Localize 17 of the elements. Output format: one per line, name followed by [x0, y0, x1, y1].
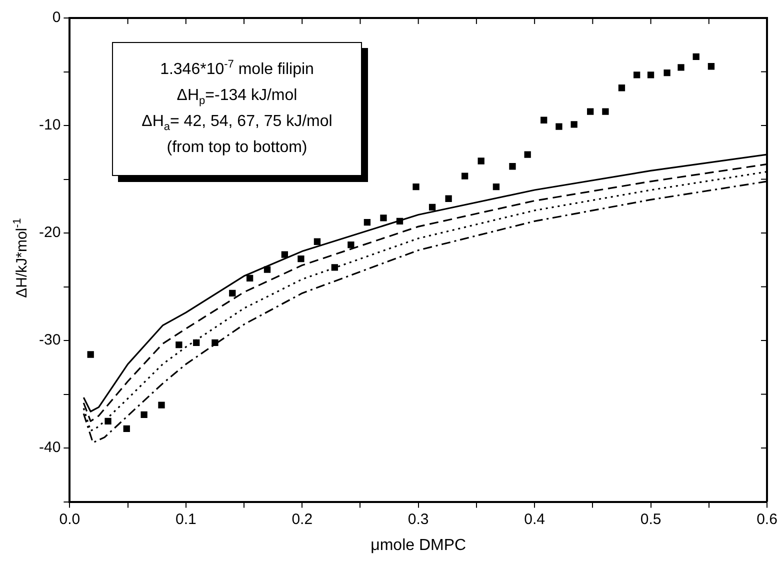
y-tick-label: -10: [38, 116, 61, 134]
annotation: ΔH$_{p}$=-134 kJ/mol: [176, 86, 298, 109]
x-tick-label: 0.5: [640, 510, 662, 528]
annotation: 1.346*10$^{-7}$ mole filipin: [159, 58, 315, 80]
y-tick-label: -30: [38, 332, 61, 349]
x-tick-label: 0.0: [59, 510, 80, 528]
x-axis-title: μmole DMPC: [370, 536, 466, 554]
x-tick-label: 0.4: [524, 510, 545, 528]
annotation: ΔH$_{a}$= 42, 54, 67, 75 kJ/mol: [140, 112, 334, 135]
annotation: (from top to bottom): [166, 138, 308, 158]
x-tick-label: 0.1: [175, 510, 196, 528]
y-tick-label: -40: [38, 439, 61, 456]
x-tick-label: 0.6: [756, 510, 778, 528]
y-tick-label: 0: [52, 9, 61, 26]
x-tick-label: 0.3: [408, 510, 429, 528]
x-tick-label: 0.2: [292, 510, 313, 528]
y-tick-label: -20: [38, 224, 61, 242]
